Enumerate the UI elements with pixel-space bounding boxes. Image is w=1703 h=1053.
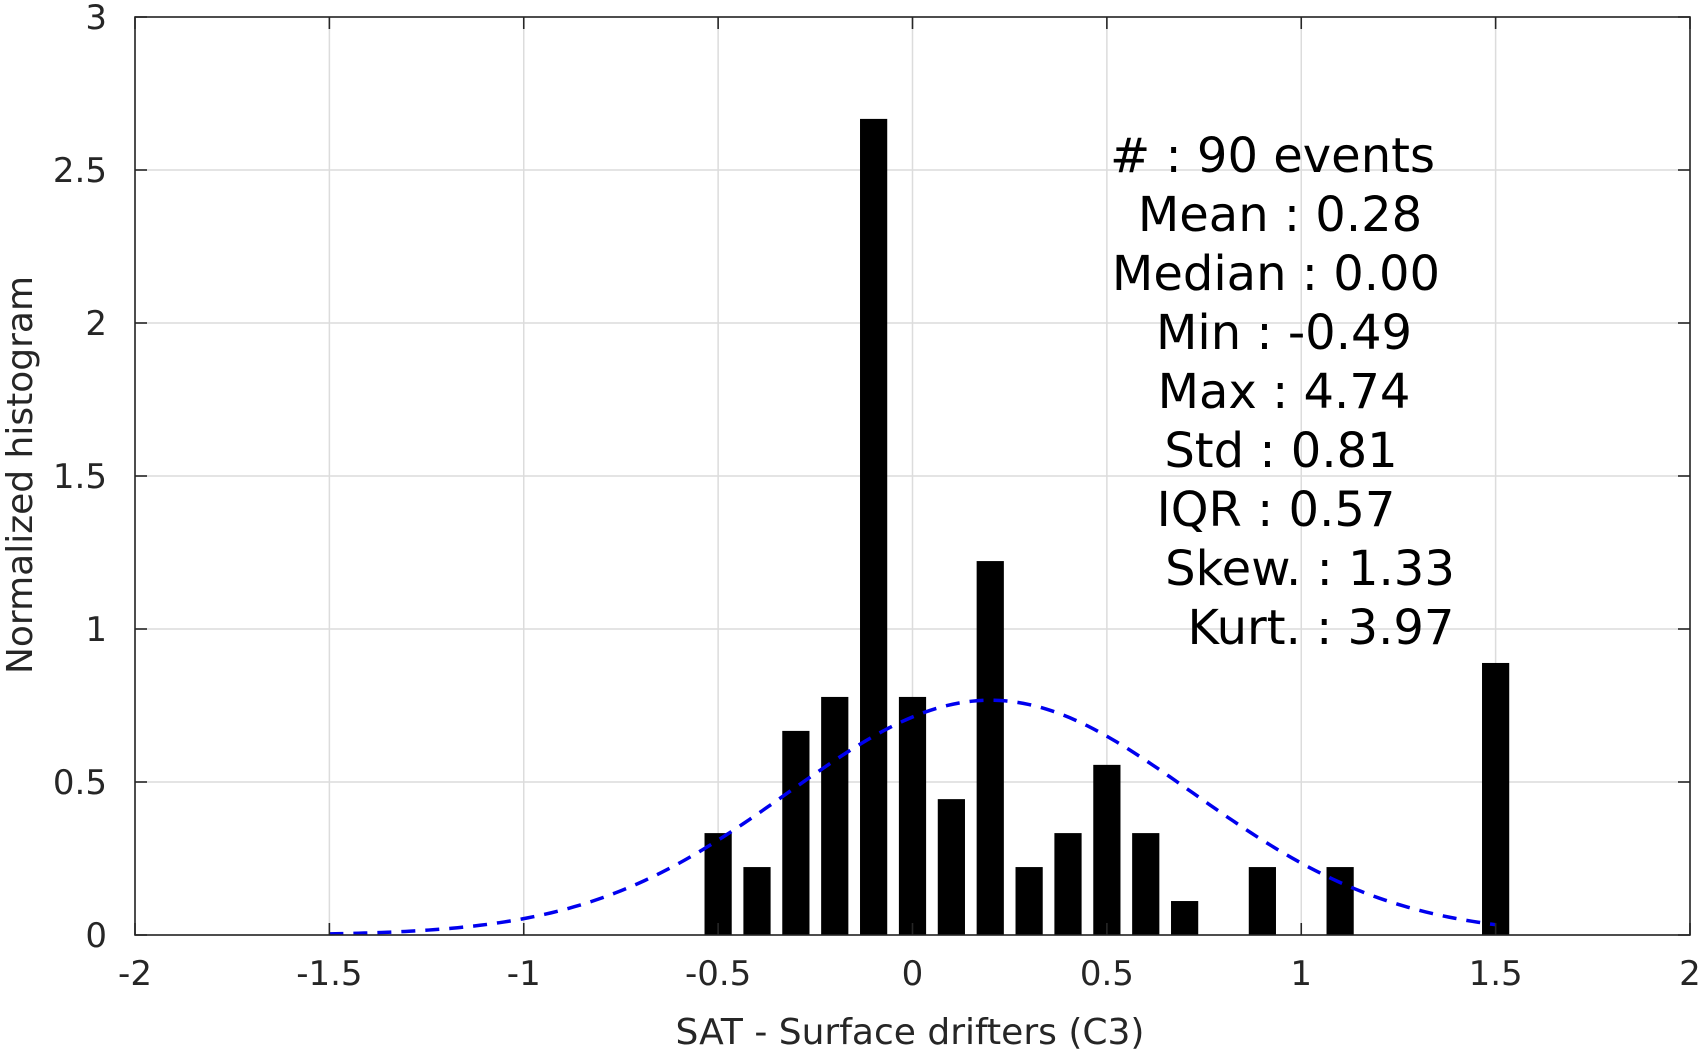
y-tick-label: 0.5 — [53, 763, 107, 803]
histogram-bar — [1054, 833, 1082, 935]
histogram-bar — [782, 730, 810, 935]
ticks — [134, 16, 1691, 936]
histogram-bar — [937, 799, 965, 935]
stats-line: # : 90 events — [1110, 128, 1435, 184]
x-tick-label: -2 — [118, 954, 152, 994]
y-tick-label: 1.5 — [53, 457, 107, 497]
x-tick-label: 0.5 — [1080, 954, 1134, 994]
histogram-bar — [821, 696, 849, 935]
x-tick-label: 0 — [902, 954, 924, 994]
stats-line: Skew. : 1.33 — [1165, 541, 1455, 597]
histogram-bar — [860, 118, 888, 935]
x-tick-label: 2 — [1679, 954, 1701, 994]
stats-line: Min : -0.49 — [1156, 305, 1412, 361]
stats-line: Median : 0.00 — [1112, 246, 1440, 302]
x-axis-label: SAT - Surface drifters (C3) — [676, 1012, 1145, 1053]
histogram-bar — [743, 867, 771, 935]
stats-line: IQR : 0.57 — [1157, 482, 1396, 538]
x-tick-label: -1.5 — [296, 954, 362, 994]
histogram-bar — [1171, 901, 1199, 935]
y-tick-label: 3 — [85, 0, 107, 38]
tick-labels: -2 -1.5 -1 -0.5 0 0.5 1 1.5 2 0 0.5 1 1.5 2 2.5 3 — [53, 0, 1701, 994]
fit-curve — [329, 698, 1496, 936]
y-tick-label: 2 — [85, 304, 107, 344]
y-axis-label: Normalized histogram — [0, 276, 41, 674]
histogram-bar — [1482, 662, 1510, 935]
x-tick-label: -0.5 — [685, 954, 751, 994]
histogram-bar — [1132, 833, 1160, 935]
y-tick-label: 0 — [85, 916, 107, 956]
x-tick-label: 1 — [1290, 954, 1312, 994]
histogram-bar — [704, 833, 732, 935]
y-tick-label: 2.5 — [53, 151, 107, 191]
histogram-bar — [898, 696, 927, 935]
stats-line: Std : 0.81 — [1164, 423, 1397, 479]
x-tick-label: -1 — [507, 954, 541, 994]
stats-line: Kurt. : 3.97 — [1188, 600, 1455, 656]
histogram-bar — [1248, 867, 1276, 935]
x-tick-label: 1.5 — [1469, 954, 1523, 994]
histogram-bar — [1015, 867, 1043, 935]
histogram-bar — [1093, 764, 1121, 935]
stats-line: Mean : 0.28 — [1138, 187, 1422, 243]
stats-line: Max : 4.74 — [1158, 364, 1411, 420]
histogram-bar — [976, 561, 1004, 935]
y-tick-label: 1 — [85, 610, 107, 650]
bars — [704, 118, 1510, 935]
